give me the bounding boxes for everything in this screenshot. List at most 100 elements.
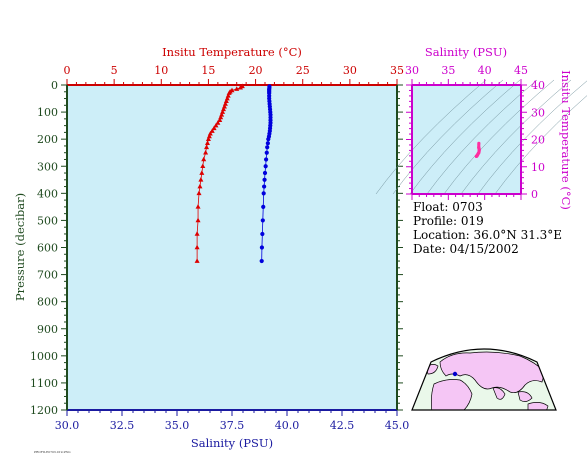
- ts-temperature-tick-label: 30: [531, 106, 545, 119]
- salinity-series: [259, 84, 273, 264]
- pressure-tick-label: 0: [51, 79, 58, 92]
- ts-tick-marks: [406, 79, 527, 200]
- density-contour: [494, 95, 587, 195]
- temperature-tick-label: 5: [111, 64, 118, 77]
- salinity-point: [265, 141, 270, 146]
- profile-number: Profile: 019: [413, 214, 484, 228]
- ts-temperature-tick-label: 20: [531, 134, 545, 147]
- ts-salinity-tick-label: 35: [441, 64, 455, 77]
- ts-temperature-tick-label: 0: [531, 188, 538, 201]
- ts-salinity-tick-label: 30: [405, 64, 419, 77]
- temperature-point: [204, 140, 210, 146]
- density-contour: [392, 79, 504, 195]
- salinity-tick-label: 30.0: [55, 419, 80, 432]
- ts-series: [474, 141, 481, 158]
- temperature-tick-label: 0: [64, 64, 71, 77]
- density-contour: [443, 79, 555, 195]
- salinity-point: [265, 145, 270, 150]
- temperature-series: [194, 83, 245, 263]
- temperature-axis-title: Insitu Temperature (°C): [162, 45, 302, 59]
- pressure-tick-label: 1200: [30, 404, 58, 417]
- map-land-south-asia: [492, 387, 506, 400]
- profile-plot-area: [66, 84, 398, 411]
- float-info: Float: 0703 Profile: 019 Location: 36.0°…: [413, 200, 562, 256]
- temperature-point: [205, 136, 211, 141]
- temperature-point: [203, 149, 209, 155]
- salinity-tick-labels: 30.0 32.5 35.0 37.5 40.0 42.5 45.0: [55, 419, 410, 432]
- density-contour: [460, 79, 572, 195]
- pressure-tick-label: 600: [37, 242, 58, 255]
- salinity-point: [262, 177, 267, 182]
- salinity-tick-label: 37.5: [220, 419, 245, 432]
- temperature-point: [195, 217, 201, 223]
- ts-salinity-tick-label: 40: [478, 64, 492, 77]
- float-location-marker: [452, 371, 458, 377]
- ts-salinity-axis-title: Salinity (PSU): [425, 45, 507, 59]
- temperature-tick-label: 10: [154, 64, 168, 77]
- temperature-point: [199, 170, 205, 175]
- temperature-point: [201, 156, 207, 162]
- temperature-point: [194, 244, 200, 250]
- temperature-point: [195, 204, 201, 209]
- temperature-point: [196, 190, 202, 196]
- ts-plot-area: [411, 84, 522, 195]
- salinity-point: [261, 191, 266, 196]
- pressure-tick-label: 300: [37, 160, 58, 173]
- salinity-point: [260, 231, 265, 237]
- density-contour: [375, 79, 487, 195]
- pressure-tick-labels: 0 100 200 300 400 500 600 700 800 900 1000 1100 1200: [30, 79, 58, 417]
- pressure-tick-label: 800: [37, 296, 58, 309]
- density-contour: [409, 79, 521, 195]
- pressure-axis-title: Pressure (decibar): [13, 193, 27, 301]
- pressure-tick-label: 200: [37, 133, 58, 146]
- salinity-point: [259, 245, 265, 250]
- temperature-tick-label: 35: [390, 64, 404, 77]
- salinity-tick-label: 45.0: [385, 419, 410, 432]
- temperature-tick-label: 25: [296, 64, 310, 77]
- ts-temperature-axis-title: Insitu Temperature (°C): [559, 70, 573, 210]
- salinity-point: [264, 157, 269, 162]
- salinity-point: [263, 164, 268, 169]
- date: Date: 04/15/2002: [413, 242, 519, 256]
- profile-chart: 0 5 10 15 20 25 30 35 30.0 32.5 35.0 37.5 40.0 42.5 4…: [13, 45, 409, 450]
- profile-tick-marks: [61, 79, 403, 416]
- ts-temperature-tick-labels: 0 10 20 30 40: [531, 79, 545, 201]
- ts-temperature-tick-label: 10: [531, 161, 545, 174]
- ts-salinity-tick-labels: 30 35 40 45: [405, 64, 528, 77]
- ts-temperature-tick-label: 40: [531, 79, 545, 92]
- salinity-point: [264, 150, 269, 155]
- temperature-point: [213, 122, 219, 128]
- ts-point: [477, 141, 481, 145]
- ts-salinity-tick-label: 45: [514, 64, 528, 77]
- salinity-tick-label: 35.0: [165, 419, 190, 432]
- temperature-point: [234, 86, 240, 91]
- temperature-point: [217, 117, 223, 123]
- location: Location: 36.0°N 31.3°E: [413, 228, 562, 242]
- salinity-tick-label: 40.0: [275, 419, 300, 432]
- temperature-tick-labels: 0 5 10 15 20 25 30 35: [64, 64, 405, 77]
- temperature-point: [198, 176, 204, 182]
- pressure-tick-label: 900: [37, 323, 58, 336]
- temperature-point: [197, 183, 203, 189]
- pressure-tick-label: 100: [37, 106, 58, 119]
- temperature-tick-label: 30: [343, 64, 357, 77]
- pressure-tick-label: 1100: [30, 377, 58, 390]
- salinity-point: [261, 204, 266, 209]
- salinity-point: [262, 184, 267, 189]
- salinity-point: [262, 170, 268, 176]
- temperature-point: [215, 120, 221, 125]
- map-outline: [411, 348, 557, 411]
- float-id: Float: 0703: [413, 200, 483, 214]
- pressure-tick-label: 500: [37, 214, 58, 227]
- map-land-southeast-asia: [517, 391, 533, 402]
- temperature-point: [211, 125, 217, 131]
- salinity-point: [259, 258, 264, 264]
- map-land-africa: [430, 379, 473, 410]
- temperature-point: [209, 128, 215, 133]
- footer-note: PROFILE0703.019.PNG: [34, 450, 71, 454]
- pressure-tick-label: 1000: [30, 350, 58, 363]
- temperature-tick-label: 20: [249, 64, 263, 77]
- salinity-axis-title: Salinity (PSU): [191, 436, 273, 450]
- temperature-point: [194, 231, 200, 236]
